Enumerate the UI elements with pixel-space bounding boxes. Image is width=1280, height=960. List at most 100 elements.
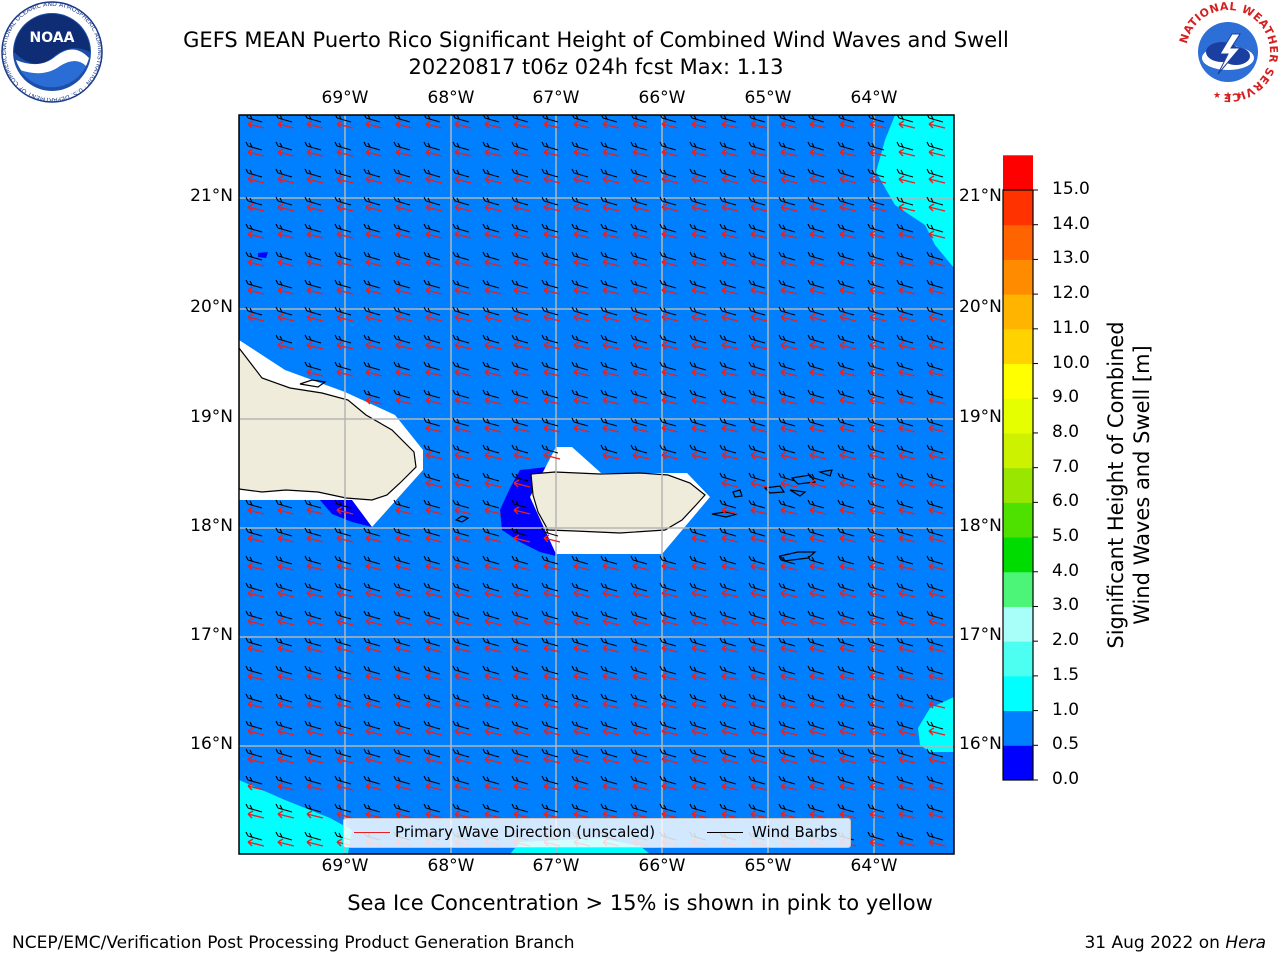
wind-barb (896, 527, 914, 537)
lon-tick-label-bottom: 64°W (850, 856, 898, 876)
wave-direction-arrow (661, 562, 679, 571)
wind-barb (630, 168, 648, 178)
wind-barb (630, 223, 648, 233)
footer-credit: NCEP/EMC/Verification Post Processing Pr… (12, 933, 575, 953)
wave-direction-arrow (395, 700, 413, 709)
wind-barb (926, 582, 944, 592)
wave-direction-arrow (395, 727, 413, 736)
wave-direction-arrow (513, 451, 531, 460)
wind-barb (423, 582, 441, 592)
wave-direction-arrow (750, 755, 768, 764)
wind-barb (511, 582, 529, 592)
wind-barb (245, 582, 263, 592)
wind-barb (719, 334, 737, 344)
wave-direction-arrow (691, 341, 709, 350)
wave-direction-arrow (898, 727, 916, 736)
wave-direction-arrow (395, 810, 413, 819)
wind-barb (452, 389, 470, 399)
wave-direction-arrow (602, 120, 620, 129)
wind-barb (748, 306, 766, 316)
wind-barb (600, 417, 618, 427)
wave-direction-arrow (869, 672, 887, 681)
wave-direction-arrow (513, 810, 531, 819)
wind-barb (689, 334, 707, 344)
wind-barb (511, 637, 529, 647)
wave-direction-arrow (721, 396, 739, 405)
wave-direction-arrow (573, 727, 591, 736)
wind-barb (423, 361, 441, 371)
wind-barb (423, 141, 441, 151)
wind-barb (511, 665, 529, 675)
wind-barb (926, 361, 944, 371)
wind-barb (571, 637, 589, 647)
wave-direction-arrow (928, 727, 946, 736)
wind-barb (275, 168, 293, 178)
wave-direction-arrow (247, 617, 265, 626)
wind-barb (719, 279, 737, 289)
wind-barb (719, 361, 737, 371)
wave-direction-arrow (513, 506, 531, 515)
wave-direction-arrow (454, 672, 472, 681)
wave-direction-arrow (691, 810, 709, 819)
wind-barb (423, 637, 441, 647)
wave-direction-arrow (513, 148, 531, 157)
wind-barb (482, 306, 500, 316)
wave-direction-arrow (543, 755, 561, 764)
wave-direction-arrow (247, 700, 265, 709)
wind-barb (896, 637, 914, 647)
wave-direction-arrow (454, 534, 472, 543)
wind-barb (689, 223, 707, 233)
wave-direction-arrow (602, 286, 620, 295)
wave-direction-arrow (928, 313, 946, 322)
wave-direction-arrow (898, 589, 916, 598)
wave-direction-arrow (839, 286, 857, 295)
wave-direction-arrow (365, 396, 383, 405)
wave-direction-arrow (247, 203, 265, 212)
wave-direction-arrow (721, 727, 739, 736)
lat-tick-label-right: 19°N (959, 407, 1002, 427)
wind-barb (452, 637, 470, 647)
wave-direction-arrow (513, 589, 531, 598)
wave-direction-arrow (484, 782, 502, 791)
wave-direction-label: Primary Wave Direction (unscaled) (395, 823, 656, 841)
wind-barb (867, 582, 885, 592)
wind-barb (423, 417, 441, 427)
wave-direction-arrow (721, 203, 739, 212)
wave-direction-arrow (839, 755, 857, 764)
wind-barb (304, 527, 322, 537)
wind-barb (837, 555, 855, 565)
wind-barb (926, 444, 944, 454)
wave-direction-arrow (425, 230, 443, 239)
wave-direction-arrow (365, 589, 383, 598)
wave-direction-arrow (691, 148, 709, 157)
wind-barb (807, 334, 825, 344)
wave-direction-arrow (543, 672, 561, 681)
wind-barb (689, 582, 707, 592)
wave-direction-arrow (632, 672, 650, 681)
wave-direction-arrow (306, 534, 324, 543)
wave-direction-arrow (543, 727, 561, 736)
wave-direction-arrow (425, 120, 443, 129)
wind-barb (778, 444, 796, 454)
wave-direction-arrow (484, 120, 502, 129)
wave-direction-arrow (425, 203, 443, 212)
wind-barb (807, 472, 825, 482)
wind-barb (363, 361, 381, 371)
wave-direction-arrow (395, 368, 413, 377)
wind-barb (511, 251, 529, 261)
wave-direction-arrow (661, 313, 679, 322)
wind-barb (363, 223, 381, 233)
wind-barb (896, 389, 914, 399)
wave-direction-arrow (543, 286, 561, 295)
wave-direction-arrow (928, 838, 946, 847)
wave-direction-arrow (780, 368, 798, 377)
wind-barb (867, 472, 885, 482)
wave-direction-arrow (691, 755, 709, 764)
wave-direction-arrow (306, 148, 324, 157)
wave-direction-arrow (809, 589, 827, 598)
wind-barb (304, 803, 322, 813)
low-wave-dot (258, 252, 268, 258)
wave-direction-arrow (691, 644, 709, 653)
wave-direction-arrow (425, 589, 443, 598)
wind-barb (304, 665, 322, 675)
